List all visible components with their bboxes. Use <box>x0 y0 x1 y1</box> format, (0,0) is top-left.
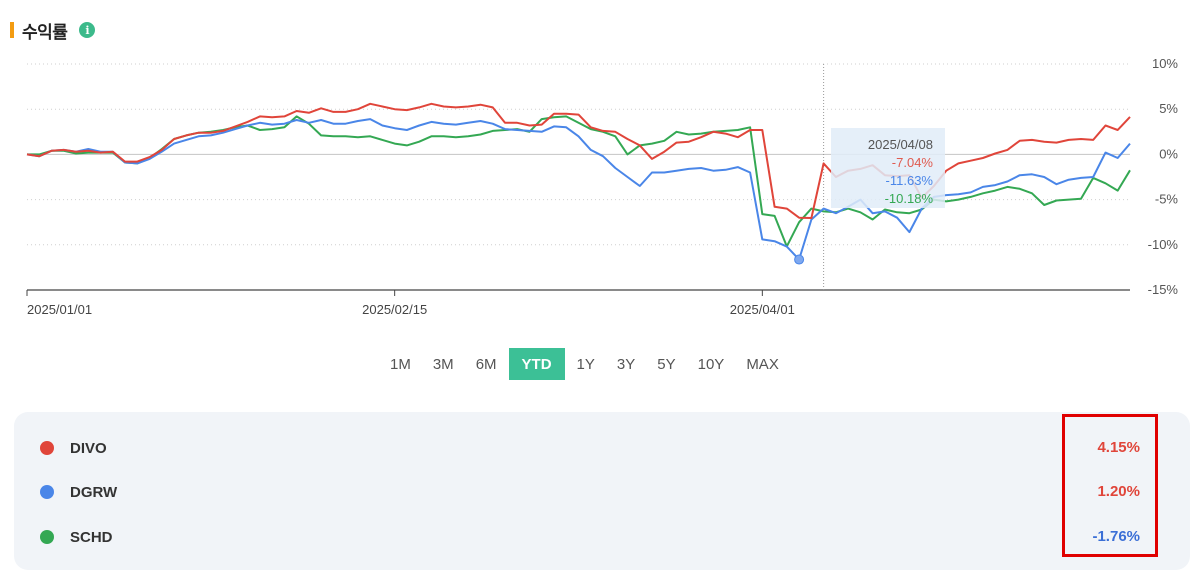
period-5y[interactable]: 5Y <box>657 355 676 373</box>
y-tick-label: -15% <box>1148 282 1179 297</box>
legend-row-dgrw: DGRW <box>40 480 117 504</box>
tooltip-value-schd: -10.18% <box>884 191 933 206</box>
legend-dot-dgrw <box>40 485 54 499</box>
highlight-box <box>1062 414 1158 557</box>
x-tick-label: 2025/04/01 <box>730 302 795 317</box>
point-marker-dgrw <box>794 254 805 265</box>
period-10y[interactable]: 10Y <box>697 355 725 373</box>
y-tick-label: 10% <box>1152 56 1178 71</box>
tooltip-value-dgrw: -11.63% <box>885 173 933 188</box>
section-header: 수익률 i <box>10 16 96 44</box>
tooltip-value-divo: -7.04% <box>891 155 933 170</box>
legend-name-divo: DIVO <box>70 439 107 457</box>
period-selector: 1M 3M 6M YTD 1Y 3Y 5Y 10Y MAX <box>380 348 791 380</box>
legend-name-schd: SCHD <box>70 528 113 546</box>
series-line-divo <box>26 102 1131 219</box>
period-ytd[interactable]: YTD <box>508 348 565 380</box>
x-tick-label: 2025/01/01 <box>27 302 92 317</box>
series-line-dgrw <box>26 118 1131 261</box>
legend-row-schd: SCHD <box>40 525 113 549</box>
period-max[interactable]: MAX <box>746 355 779 373</box>
info-icon[interactable]: i <box>79 22 96 38</box>
y-tick-label: -5% <box>1155 192 1179 207</box>
legend-dot-divo <box>40 441 54 455</box>
legend-value-dgrw: 1.20% <box>1097 483 1140 500</box>
legend-value-divo: 4.15% <box>1097 439 1140 456</box>
period-1y[interactable]: 1Y <box>576 355 595 373</box>
period-3y[interactable]: 3Y <box>616 355 636 373</box>
header-accent-bar <box>10 22 14 38</box>
period-3m[interactable]: 3M <box>432 355 454 373</box>
legend-value-schd: -1.76% <box>1092 528 1140 545</box>
legend-panel: DIVO 4.15% DGRW 1.20% SCHD -1.76% <box>14 412 1190 570</box>
tooltip-date: 2025/04/08 <box>867 137 933 152</box>
legend-row-divo: DIVO <box>40 436 107 460</box>
x-tick-label: 2025/02/15 <box>362 302 427 317</box>
page-title: 수익률 <box>22 22 68 42</box>
y-tick-label: 5% <box>1159 101 1178 116</box>
returns-chart[interactable]: 10% 5% 0% -5% -10% -15% 2025/01/01 2025/02/15 20… <box>0 50 1200 330</box>
chart-tooltip: 2025/04/08 -7.04% -11.63% -10.18% <box>831 128 945 208</box>
period-6m[interactable]: 6M <box>475 355 497 373</box>
y-tick-label: -10% <box>1148 237 1179 252</box>
y-tick-label: 0% <box>1159 146 1178 161</box>
period-1m[interactable]: 1M <box>390 355 411 373</box>
legend-dot-schd <box>40 530 54 544</box>
chart-svg: 10% 5% 0% -5% -10% -15% 2025/01/01 2025/02/15 20… <box>26 56 1179 317</box>
legend-name-dgrw: DGRW <box>70 483 118 501</box>
